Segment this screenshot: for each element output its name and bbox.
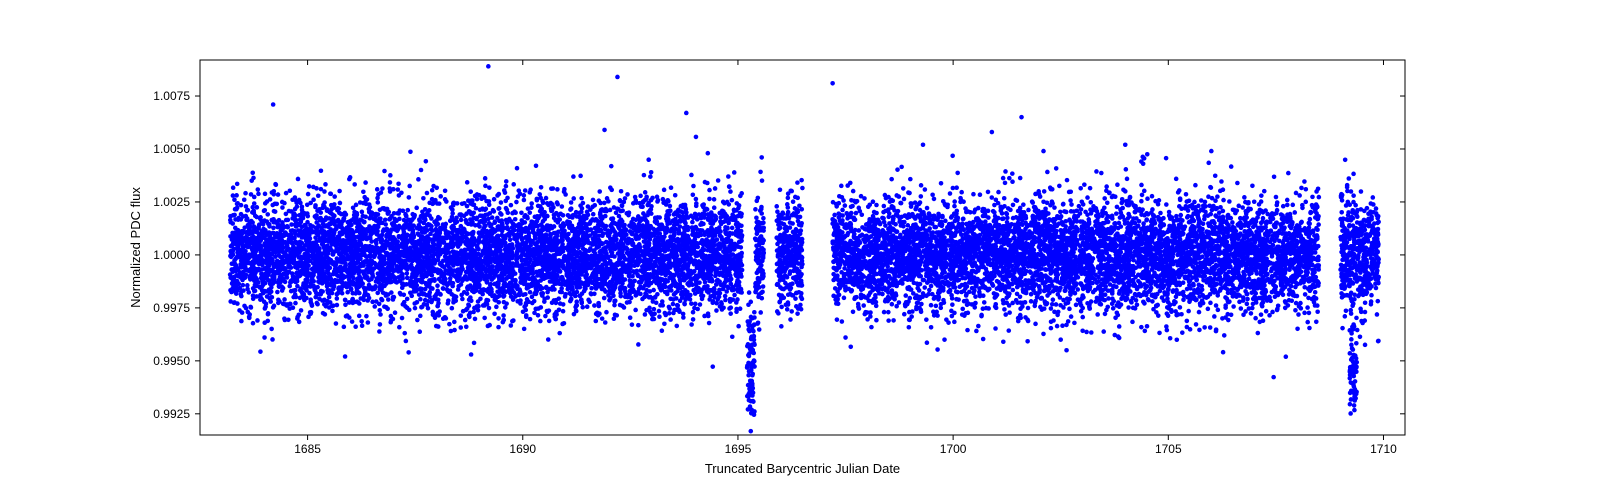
y-axis-label: Normalized PDC flux <box>128 187 143 308</box>
x-tick-label: 1700 <box>940 442 967 456</box>
x-tick-label: 1685 <box>294 442 321 456</box>
y-tick-label: 1.0000 <box>153 248 190 262</box>
lightcurve-chart: 1685 1690 1695 1700 1705 1710 0.9925 0.9950 0.99… <box>0 0 1600 500</box>
x-tick-label: 1705 <box>1155 442 1182 456</box>
x-axis-label: Truncated Barycentric Julian Date <box>705 461 900 476</box>
y-tick-label: 0.9925 <box>153 407 190 421</box>
x-tick-label: 1710 <box>1370 442 1397 456</box>
chart-svg: 1685 1690 1695 1700 1705 1710 0.9925 0.9950 0.99… <box>0 0 1600 500</box>
x-tick-label: 1695 <box>725 442 752 456</box>
y-tick-label: 1.0025 <box>153 195 190 209</box>
y-tick-label: 0.9975 <box>153 301 190 315</box>
y-tick-label: 1.0050 <box>153 142 190 156</box>
x-tick-label: 1690 <box>509 442 536 456</box>
y-tick-label: 0.9950 <box>153 354 190 368</box>
y-tick-label: 1.0075 <box>153 89 190 103</box>
